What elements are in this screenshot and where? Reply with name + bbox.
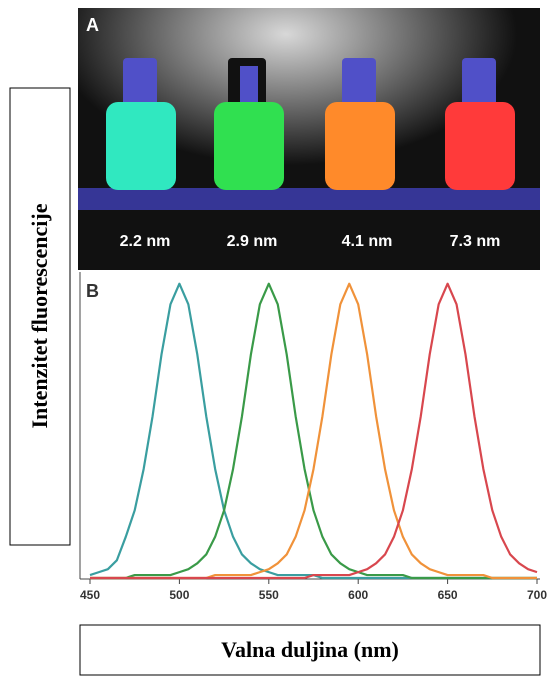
x-tick-label: 700: [527, 588, 547, 602]
x-axis-label: Valna duljina (nm): [221, 637, 399, 662]
x-tick-label: 600: [348, 588, 368, 602]
panel-label: B: [86, 281, 99, 301]
y-axis-label: Intenzitet fluorescencije: [27, 203, 52, 428]
caption: 7.3 nm: [450, 233, 501, 250]
photo-panel: A 2.2 nm 2.9 nm 4.1 nm 7.3 nm: [78, 8, 540, 270]
series-line: [90, 282, 537, 580]
vials: [106, 58, 515, 190]
x-tick-label: 550: [259, 588, 279, 602]
x-tick-label: 500: [169, 588, 189, 602]
caption: 2.9 nm: [227, 233, 278, 250]
panel-label: A: [86, 15, 99, 35]
ylabel-box: [9, 87, 71, 546]
caption: 2.2 nm: [120, 233, 171, 250]
xlabel-box: [79, 624, 541, 676]
series-line: [90, 282, 537, 580]
series-line: [90, 282, 538, 580]
x-tick-label: 450: [80, 588, 100, 602]
shelf: [78, 188, 540, 210]
series-line: [89, 282, 537, 580]
caption: 4.1 nm: [342, 233, 393, 250]
x-tick-label: 650: [438, 588, 458, 602]
